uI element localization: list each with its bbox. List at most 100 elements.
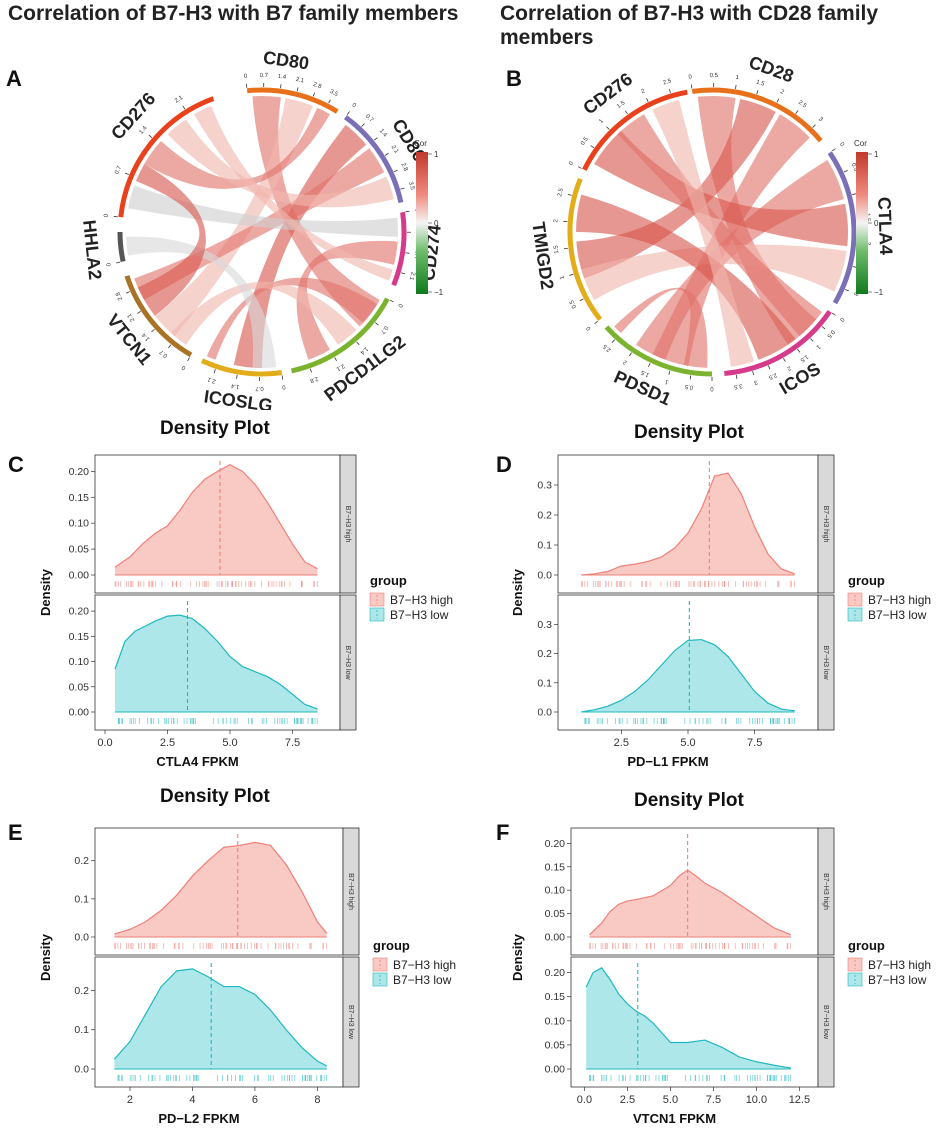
chord-link (128, 185, 398, 237)
chord-link (154, 98, 313, 337)
sector-arc-cd80 (246, 87, 339, 114)
x-tick-label: 2.5 (160, 737, 175, 749)
chord-link (594, 130, 848, 247)
rug-high (580, 581, 795, 587)
y-tick-label: 0.20 (69, 466, 90, 478)
rug-high (114, 943, 328, 949)
sector-label-cd28: CD28 (746, 52, 796, 87)
y-tick-label: 0.10 (69, 656, 90, 668)
x-tick-label: 8 (314, 1094, 320, 1106)
density-area-high (581, 473, 795, 575)
facet-strip-high (817, 827, 835, 956)
sector-tick (752, 371, 755, 376)
sector-arc-tmigd2 (567, 177, 603, 321)
legend-item: B7−H3 high (868, 593, 931, 607)
facet-strip-high (817, 454, 835, 594)
x-axis-label: VTCN1 FPKM (633, 1111, 716, 1126)
legend-item: B7−H3 high (393, 958, 456, 972)
x-tick-label: 7.5 (285, 737, 300, 749)
sector-tick (281, 375, 284, 380)
sector-tick (280, 84, 282, 89)
density-area-low (581, 639, 795, 712)
chord-links (126, 96, 398, 368)
y-tick-label: 0.05 (545, 1039, 566, 1051)
sector-tick (187, 357, 190, 362)
sector-tick-label: 2.5 (767, 371, 778, 380)
x-tick-label: 6 (252, 1094, 258, 1106)
sector-tick-label: 0.5 (684, 383, 694, 390)
sector-arc-cd276 (118, 96, 215, 218)
sector-tick (689, 375, 692, 380)
sector-tick-label: 1.5 (553, 244, 560, 254)
density-line-low (585, 967, 791, 1069)
sector-tick (182, 105, 186, 110)
x-axis-label: PD−L2 FPKM (158, 1111, 239, 1126)
legend-gradient (856, 152, 868, 294)
sector-tick (393, 169, 398, 173)
sector-tick-label: 0 (281, 383, 286, 389)
sector-tick (831, 148, 836, 152)
chord-link (144, 107, 330, 189)
sector-tick (328, 99, 331, 104)
panel-letter-f: F (496, 820, 510, 845)
sector-tick (384, 152, 389, 156)
density-line-high (114, 841, 328, 935)
chord-link (576, 194, 796, 360)
rug-high (114, 581, 318, 587)
sector-tick (375, 322, 379, 326)
sector-tick (124, 172, 129, 176)
legend-tick-label: 0 (874, 219, 879, 228)
sector-tick (594, 320, 598, 325)
sector-tick (356, 341, 360, 346)
sector-label-icos: ICOS (776, 358, 824, 398)
legend-tick-label: 0 (434, 219, 439, 228)
legend-item: B7−H3 low (868, 608, 927, 622)
sector-tick-label: 0.5 (850, 162, 859, 173)
sector-tick (236, 374, 238, 379)
sector-tick (334, 357, 338, 362)
sector-tick (151, 328, 155, 333)
sector-tick (629, 352, 632, 357)
density-title-e: Density Plot (160, 786, 270, 807)
y-tick-label: 0.00 (69, 707, 90, 719)
sector-tick (346, 111, 350, 115)
sector-tick-label: 0.5 (825, 328, 835, 339)
sector-tick-label: 2 (641, 88, 647, 95)
sector-tick (821, 326, 826, 330)
rug-low (117, 1075, 327, 1081)
panel-letter-c: C (8, 452, 24, 477)
sector-arc-cd276 (582, 89, 688, 171)
y-tick-label: 0.1 (537, 540, 552, 552)
legend-tick-label: −1 (434, 288, 444, 297)
sector-tick (756, 90, 759, 95)
y-tick-label: 0.10 (545, 1015, 566, 1027)
sector-label-pdcd1lg2: PDCD1LG2 (320, 331, 409, 405)
sector-tick (296, 87, 299, 92)
sector-tick (590, 145, 595, 149)
chord-link (296, 240, 398, 360)
chord-link (614, 287, 708, 368)
facet-strip-low (342, 956, 360, 1088)
sector-tick-label: 1.4 (277, 74, 287, 81)
chord-link (581, 244, 847, 300)
y-tick-label: 0.0 (537, 570, 552, 582)
sector-arc-icoslg (200, 358, 283, 377)
sector-tick-label: 0 (688, 74, 693, 80)
legend-tick-label: 1 (434, 150, 439, 159)
chord-link (135, 164, 206, 316)
sector-tick-label: 3 (852, 291, 859, 297)
sector-tick-label: 1.5 (798, 353, 809, 363)
sector-tick-label: 1.5 (755, 79, 765, 87)
panel-letter-e: E (8, 820, 23, 845)
facet-strip-low (339, 594, 357, 731)
y-axis-label: Density (510, 568, 525, 616)
x-tick-label: 0.0 (97, 737, 112, 749)
sector-tick (690, 84, 693, 89)
y-tick-label: 0.2 (537, 648, 552, 660)
sector-tick-label: 2.1 (390, 144, 400, 155)
sector-tick (668, 89, 671, 94)
facet-strip-label: B7−H3 high (347, 873, 354, 910)
sector-tick-label: 0 (585, 324, 592, 331)
sector-tick-label: 2.8 (312, 82, 323, 91)
y-tick-label: 0.20 (545, 967, 566, 979)
